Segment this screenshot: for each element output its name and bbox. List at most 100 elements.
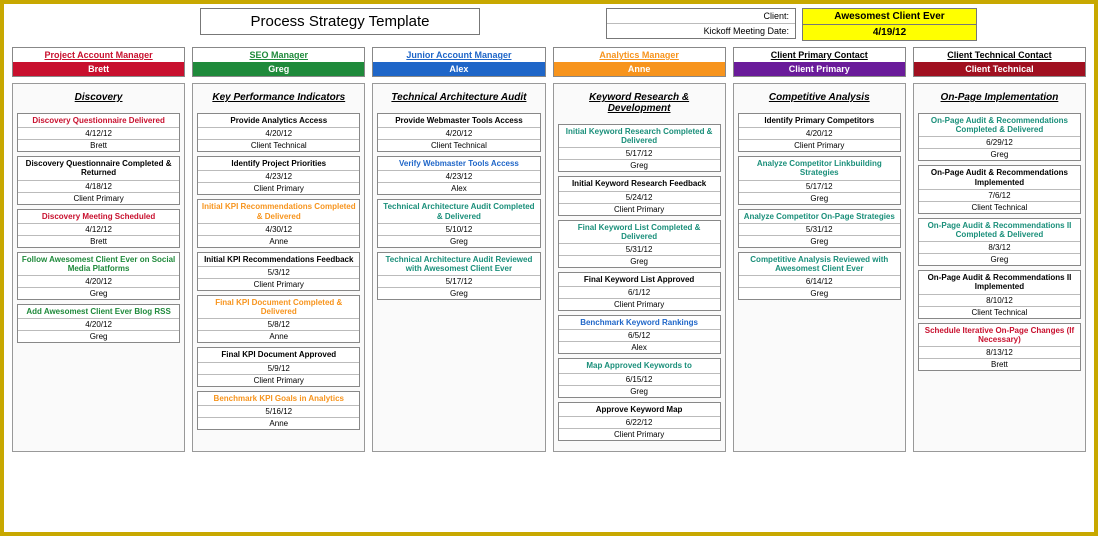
role-title: SEO Manager [193,48,364,62]
task-card[interactable]: Verify Webmaster Tools Access4/23/12Alex [377,156,540,195]
role-header: Client Primary ContactClient Primary [733,47,906,77]
task-card[interactable]: Initial Keyword Research Feedback5/24/12… [558,176,721,215]
meta-kickoff-label: Kickoff Meeting Date: [607,24,795,38]
task-date: 5/8/12 [198,319,359,331]
task-date: 5/17/12 [739,181,900,193]
workflow-column: Competitive AnalysisIdentify Primary Com… [733,83,906,452]
task-owner: Anne [198,418,359,429]
task-owner: Client Technical [198,140,359,151]
task-date: 5/17/12 [559,148,720,160]
task-date: 4/30/12 [198,224,359,236]
task-title: Identify Primary Competitors [739,114,900,128]
task-title: Provide Webmaster Tools Access [378,114,539,128]
role-person: Client Primary [734,62,905,76]
task-title: Competitive Analysis Reviewed with Aweso… [739,253,900,276]
task-owner: Client Primary [559,204,720,215]
task-card[interactable]: Analyze Competitor Linkbuilding Strategi… [738,156,901,204]
meta-client-label: Client: [607,9,795,24]
task-date: 4/20/12 [198,128,359,140]
header-row: Process Strategy Template Client: Kickof… [4,4,1094,43]
task-card[interactable]: Initial KPI Recommendations Completed & … [197,199,360,247]
task-card[interactable]: Final Keyword List Approved6/1/12Client … [558,272,721,311]
task-card[interactable]: Schedule Iterative On-Page Changes (If N… [918,323,1081,371]
task-owner: Client Technical [378,140,539,151]
task-title: Discovery Questionnaire Delivered [18,114,179,128]
task-title: Identify Project Priorities [198,157,359,171]
task-owner: Greg [18,288,179,299]
task-card[interactable]: Follow Awesomest Client Ever on Social M… [17,252,180,300]
role-header: Client Technical ContactClient Technical [913,47,1086,77]
column-title: On-Page Implementation [918,88,1081,113]
task-title: Technical Architecture Audit Reviewed wi… [378,253,539,276]
task-card[interactable]: On-Page Audit & Recommendations Implemen… [918,165,1081,213]
task-owner: Greg [919,149,1080,160]
task-card[interactable]: Discovery Questionnaire Completed & Retu… [17,156,180,204]
task-date: 4/23/12 [198,171,359,183]
task-card[interactable]: Benchmark Keyword Rankings6/5/12Alex [558,315,721,354]
roles-row: Project Account ManagerBrettSEO ManagerG… [4,43,1094,83]
task-card[interactable]: On-Page Audit & Recommendations Complete… [918,113,1081,161]
task-date: 5/10/12 [378,224,539,236]
kickoff-date: 4/19/12 [803,25,976,40]
task-card[interactable]: Add Awesomest Client Ever Blog RSS4/20/1… [17,304,180,343]
task-title: Final Keyword List Approved [559,273,720,287]
task-date: 5/24/12 [559,192,720,204]
task-card[interactable]: Map Approved Keywords to6/15/12Greg [558,358,721,397]
task-card[interactable]: Identify Primary Competitors4/20/12Clien… [738,113,901,152]
task-owner: Greg [378,288,539,299]
task-title: On-Page Audit & Recommendations II Compl… [919,219,1080,242]
task-card[interactable]: Identify Project Priorities4/23/12Client… [197,156,360,195]
page-root: Process Strategy Template Client: Kickof… [0,0,1098,536]
task-title: Final KPI Document Approved [198,348,359,362]
task-title: Follow Awesomest Client Ever on Social M… [18,253,179,276]
task-owner: Client Primary [559,299,720,310]
column-title: Competitive Analysis [738,88,901,113]
task-title: Final Keyword List Completed & Delivered [559,221,720,244]
task-card[interactable]: On-Page Audit & Recommendations II Compl… [918,218,1081,266]
task-card[interactable]: Approve Keyword Map6/22/12Client Primary [558,402,721,441]
task-card[interactable]: Initial Keyword Research Completed & Del… [558,124,721,172]
task-title: On-Page Audit & Recommendations II Imple… [919,271,1080,294]
task-date: 4/18/12 [18,181,179,193]
workflow-column: Keyword Research & DevelopmentInitial Ke… [553,83,726,452]
task-card[interactable]: On-Page Audit & Recommendations II Imple… [918,270,1081,318]
task-title: Add Awesomest Client Ever Blog RSS [18,305,179,319]
role-title: Analytics Manager [554,48,725,62]
role-header: Analytics ManagerAnne [553,47,726,77]
column-title: Discovery [17,88,180,113]
task-card[interactable]: Technical Architecture Audit Completed &… [377,199,540,247]
task-date: 6/5/12 [559,330,720,342]
task-owner: Anne [198,331,359,342]
role-header: SEO ManagerGreg [192,47,365,77]
task-title: Initial Keyword Research Completed & Del… [559,125,720,148]
task-owner: Alex [378,183,539,194]
task-owner: Alex [559,342,720,353]
task-title: Discovery Questionnaire Completed & Retu… [18,157,179,180]
task-owner: Client Primary [18,193,179,204]
task-date: 8/10/12 [919,295,1080,307]
task-card[interactable]: Final KPI Document Approved5/9/12Client … [197,347,360,386]
task-card[interactable]: Provide Analytics Access4/20/12Client Te… [197,113,360,152]
column-title: Key Performance Indicators [197,88,360,113]
task-card[interactable]: Final Keyword List Completed & Delivered… [558,220,721,268]
task-card[interactable]: Provide Webmaster Tools Access4/20/12Cli… [377,113,540,152]
task-date: 4/20/12 [18,319,179,331]
task-owner: Greg [559,160,720,171]
task-date: 6/29/12 [919,137,1080,149]
task-title: Benchmark Keyword Rankings [559,316,720,330]
task-card[interactable]: Technical Architecture Audit Reviewed wi… [377,252,540,300]
task-date: 5/31/12 [559,244,720,256]
task-card[interactable]: Competitive Analysis Reviewed with Aweso… [738,252,901,300]
task-card[interactable]: Discovery Meeting Scheduled4/12/12Brett [17,209,180,248]
task-title: Initial KPI Recommendations Feedback [198,253,359,267]
task-card[interactable]: Initial KPI Recommendations Feedback5/3/… [197,252,360,291]
task-card[interactable]: Discovery Questionnaire Delivered4/12/12… [17,113,180,152]
task-owner: Brett [18,140,179,151]
task-card[interactable]: Analyze Competitor On-Page Strategies5/3… [738,209,901,248]
task-card[interactable]: Benchmark KPI Goals in Analytics5/16/12A… [197,391,360,430]
client-name: Awesomest Client Ever [803,9,976,25]
task-owner: Client Primary [198,375,359,386]
task-owner: Greg [559,256,720,267]
meta-box: Client: Kickoff Meeting Date: [606,8,796,39]
task-card[interactable]: Final KPI Document Completed & Delivered… [197,295,360,343]
